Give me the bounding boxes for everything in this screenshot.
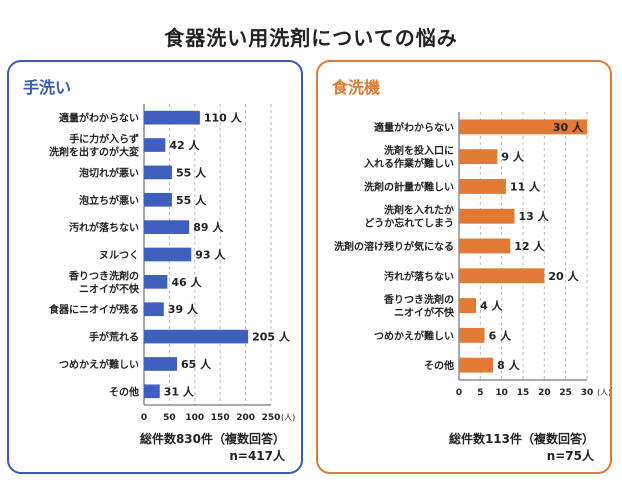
hand-wash-value-label: 110 人 [204, 111, 243, 125]
dishwasher-category-label: 洗剤の溶け残りが気になる [334, 240, 454, 253]
dishwasher-bar [459, 268, 545, 284]
dishwasher-bar [459, 208, 515, 224]
hand-wash-bar [144, 138, 166, 152]
hand-wash-bar [144, 220, 190, 234]
hand-wash-bar [144, 165, 172, 180]
hand-wash-bar [144, 329, 249, 344]
dishwasher-category-label: その他 [424, 359, 454, 372]
dishwasher-category-label: ニオイが不快 [394, 306, 455, 319]
hand-wash-total-count: 総件数830件（複数回答） [139, 432, 285, 446]
dishwasher-value-label: 13 人 [518, 209, 549, 223]
hand-wash-footer: 総件数830件（複数回答） n=417人 [140, 431, 285, 465]
dishwasher-bar [459, 238, 511, 254]
hand-wash-bar [144, 110, 200, 125]
dishwasher-value-label: 11 人 [510, 179, 541, 193]
hand-wash-value-label: 46 人 [171, 275, 202, 289]
hand-wash-value-label: 42 人 [169, 138, 200, 152]
hand-wash-category-label: 適量がわからない [59, 112, 139, 125]
dishwasher-x-unit-label: (人) [597, 388, 610, 397]
dishwasher-category-label: 香りつき洗剤の [384, 293, 454, 306]
hand-wash-category-label: 泡切れが悪い [79, 166, 139, 179]
dishwasher-category-label: 洗剤を投入口に [384, 144, 454, 157]
hand-wash-tick-label: 150 [211, 413, 230, 423]
hand-wash-bar [144, 192, 172, 207]
hand-wash-category-label: 手が荒れる [89, 331, 139, 344]
dishwasher-footer: 総件数113件（複数回答） n=75人 [449, 431, 594, 465]
dishwasher-value-label: 12 人 [514, 239, 545, 253]
hand-wash-category-label: 泡立ちが悪い [79, 194, 139, 207]
hand-wash-value-label: 39 人 [168, 302, 199, 316]
hand-wash-tick-label: 0 [141, 413, 147, 423]
hand-wash-category-label: 食器にニオイが残る [48, 303, 139, 316]
hand-wash-value-label: 55 人 [176, 165, 207, 179]
dishwasher-value-label: 4 人 [480, 299, 503, 313]
hand-wash-category-label: その他 [109, 385, 139, 398]
dishwasher-respondents: n=75人 [546, 449, 594, 463]
dishwasher-tick-label: 0 [456, 388, 462, 398]
dishwasher-tick-label: 5 [477, 388, 483, 398]
hand-wash-bar [144, 357, 178, 371]
dishwasher-bar [459, 298, 477, 313]
hand-wash-value-label: 93 人 [195, 248, 226, 262]
dishwasher-category-label: どうか忘れてしまう [364, 217, 454, 230]
dishwasher-category-label: つめかえが難しい [374, 329, 454, 342]
page-title: 食器洗い用洗剤についての悩み [164, 26, 458, 50]
hand-wash-value-label: 89 人 [193, 220, 224, 234]
hand-wash-value-label: 65 人 [181, 357, 212, 371]
dishwasher-tick-label: 30 [581, 388, 594, 398]
dishwasher-category-label: 適量がわからない [374, 121, 454, 134]
dishwasher-value-label: 8 人 [497, 358, 520, 372]
dishwasher-panel-title: 食洗機 [332, 78, 381, 97]
hand-wash-category-label: 汚れが落ちない [69, 221, 139, 234]
hand-wash-tick-label: 100 [185, 413, 204, 423]
hand-wash-respondents: n=417人 [229, 449, 285, 463]
dishwasher-value-label: 30 人 [553, 120, 584, 134]
hand-wash-value-label: 205 人 [252, 330, 291, 344]
dishwasher-category-label: 洗剤の計量が難しい [364, 180, 454, 193]
hand-wash-tick-label: 200 [236, 413, 255, 423]
dishwasher-category-label: 汚れが落ちない [384, 270, 454, 283]
hand-wash-panel: 手洗い 110 人 適量がわからない 42 人 手に力が入らず 洗剤を出すのが大変 55 … [7, 60, 303, 474]
dishwasher-tick-label: 20 [538, 388, 551, 398]
dishwasher-value-label: 9 人 [501, 150, 524, 164]
dishwasher-tick-label: 10 [495, 388, 508, 398]
dishwasher-bar [459, 119, 587, 135]
hand-wash-panel-title: 手洗い [23, 78, 72, 97]
hand-wash-value-label: 55 人 [176, 193, 207, 207]
dishwasher-panel: 食洗機 30 人適量がわからない 9 人洗剤を投入口に 入れる作業が難しい 11 人洗… [316, 60, 612, 474]
hand-wash-bar [144, 247, 192, 262]
hand-wash-bar [144, 384, 160, 399]
dishwasher-bar [459, 179, 506, 194]
dishwasher-bar [459, 327, 485, 343]
hand-wash-category-label: ニオイが不快 [79, 282, 140, 295]
dishwasher-bar [459, 149, 498, 165]
hand-wash-value-label: 31 人 [164, 384, 195, 398]
hand-wash-tick-label: 250 [262, 413, 281, 423]
dishwasher-total-count: 総件数113件（複数回答） [448, 432, 594, 446]
dishwasher-category-label: 入れる作業が難しい [364, 157, 454, 170]
dishwasher-value-label: 20 人 [548, 269, 579, 283]
dishwasher-tick-label: 15 [517, 388, 530, 398]
dishwasher-value-label: 6 人 [489, 328, 512, 342]
dishwasher-tick-label: 25 [559, 388, 572, 398]
hand-wash-bar [144, 302, 164, 317]
dishwasher-bar [459, 357, 494, 373]
hand-wash-category-label: 手に力が入らず [69, 133, 139, 146]
dishwasher-category-label: 洗剤を入れたか [384, 204, 454, 217]
hand-wash-bar [144, 275, 168, 289]
hand-wash-category-label: 洗剤を出すのが大変 [49, 146, 140, 159]
hand-wash-x-unit-label: (人) [281, 413, 295, 422]
hand-wash-category-label: つめかえが難しい [59, 358, 139, 371]
hand-wash-category-label: ヌルつく [99, 250, 139, 262]
hand-wash-category-label: 香りつき洗剤の [69, 269, 139, 282]
hand-wash-tick-label: 50 [163, 413, 176, 423]
